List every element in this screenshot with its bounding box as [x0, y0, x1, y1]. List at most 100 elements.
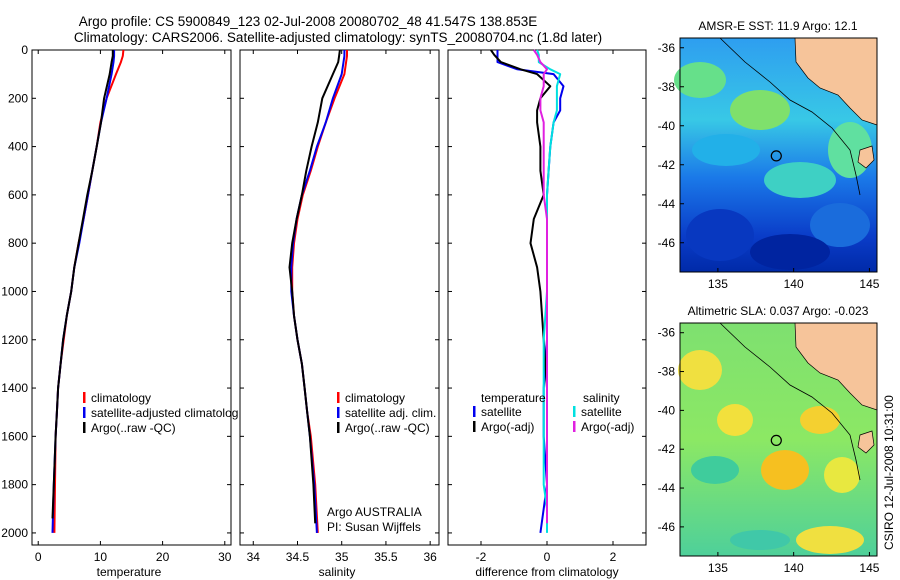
map-x-tick-label: 140 [784, 277, 804, 291]
sst-map-title: AMSR-E SST: 11.9 Argo: 12.1 [698, 19, 858, 33]
sla-argo-marker [770, 434, 782, 446]
legend-swatch-argo [83, 422, 86, 433]
legend-swatch-satellite [83, 407, 86, 418]
y-tick-label: 1800 [1, 478, 28, 492]
map-y-tick-label: -44 [658, 197, 676, 211]
sla-island [857, 430, 875, 454]
legend-label-satellite: satellite adj. clim. [345, 406, 436, 420]
header-line-1: Argo profile: CS 5900849_123 02-Jul-2008… [79, 14, 538, 29]
series-line-salinity-argo-adj [532, 49, 548, 524]
temperature-legend: climatology satellite-adjusted climatolo… [83, 391, 238, 435]
legend-label-climatology: climatology [345, 391, 405, 405]
y-tick-label: 400 [8, 140, 28, 154]
series-line-salinity-satellite [536, 49, 562, 533]
x-tick-label: 20 [156, 550, 170, 564]
x-tick-label: 30 [218, 550, 232, 564]
x-tick-label: 2 [610, 550, 617, 564]
map-y-tick-label: -40 [658, 119, 676, 133]
y-tick-label: 1200 [1, 333, 28, 347]
map-y-tick-label: -42 [658, 442, 676, 456]
temperature-marks [51, 49, 125, 533]
sla-map-frame [679, 322, 878, 557]
map-x-tick-label: 145 [859, 561, 879, 575]
legend-label-temp-satellite: satellite [481, 405, 522, 419]
legend-heading-temperature: temperature [481, 391, 546, 405]
y-tick-label: 2000 [1, 526, 28, 540]
salinity-legend: climatology satellite adj. clim. Argo(..… [337, 391, 436, 435]
y-tick-label: 200 [8, 91, 28, 105]
y-tick-label: 1400 [1, 381, 28, 395]
sla-map-panel: Altimetric SLA: 0.037 Argo: -0.023 135 14… [658, 304, 880, 575]
y-tick-label: 600 [8, 188, 28, 202]
map-x-tick-label: 145 [859, 277, 879, 291]
x-tick-label: -2 [476, 550, 487, 564]
sla-map-title: Altimetric SLA: 0.037 Argo: -0.023 [688, 304, 869, 318]
map-y-tick-label: -36 [658, 326, 676, 340]
legend-swatch-sal-satellite [573, 406, 576, 417]
legend-label-argo: Argo(..raw -QC) [91, 421, 176, 435]
series-line-argo-raw-qc [51, 50, 114, 519]
map-y-tick-label: -44 [658, 481, 676, 495]
legend-swatch-climatology [83, 392, 86, 403]
map-y-tick-label: -40 [658, 403, 676, 417]
legend-heading-salinity: salinity [583, 391, 620, 405]
difference-panel: -2 0 2 difference from climatology tempera… [447, 49, 647, 579]
legend-swatch-temp-satellite [473, 406, 476, 417]
map-y-tick-label: -42 [658, 158, 676, 172]
map-y-tick-label: -36 [658, 41, 676, 55]
salinity-panel: 34 34.5 35 35.5 36 salinity climatology sate… [239, 49, 440, 579]
x-tick-label: 34 [247, 550, 261, 564]
sst-map-ticks: 135 140 145 -36 -38 -40 -42 -44 -46 [658, 41, 880, 291]
depth-y-ticks: 0 200 400 600 800 1000 1200 1400 1600 1800 2000 [1, 43, 231, 540]
y-tick-label: 1000 [1, 284, 28, 298]
x-tick-label: 35 [335, 550, 349, 564]
temperature-axes-frame [31, 49, 232, 546]
salinity-x-ticks: 34 34.5 35 35.5 36 [240, 49, 439, 564]
legend-swatch-argo [337, 422, 340, 433]
sla-map-ticks: 135 140 145 -36 -38 -40 -42 -44 -46 [658, 326, 880, 575]
difference-legend: temperature satellite Argo(-adj) salinit… [473, 391, 634, 434]
sst-map-frame [679, 37, 878, 273]
salinity-axes-frame [239, 49, 440, 546]
map-y-tick-label: -38 [658, 365, 676, 379]
legend-label-temp-argo: Argo(-adj) [481, 420, 534, 434]
sst-argo-marker [770, 150, 782, 162]
y-tick-label: 800 [8, 236, 28, 250]
x-tick-label: 0 [544, 550, 551, 564]
salinity-marks [288, 49, 348, 533]
difference-x-label: difference from climatology [475, 565, 618, 579]
legend-label-satellite: satellite-adjusted climatolog [91, 406, 238, 420]
legend-label-sal-satellite: satellite [581, 405, 622, 419]
legend-label-climatology: climatology [91, 391, 151, 405]
difference-x-ticks: -2 0 2 [448, 49, 646, 564]
x-tick-label: 34.5 [286, 550, 310, 564]
legend-swatch-satellite [337, 407, 340, 418]
argo-annotation-line-1: Argo AUSTRALIA [327, 505, 422, 519]
sla-patches [678, 350, 864, 554]
series-line-temperature-argo-adj [490, 49, 552, 519]
sst-shelf-contour [719, 37, 861, 196]
legend-label-sal-argo: Argo(-adj) [581, 420, 634, 434]
temperature-panel: 0 10 20 30 0 200 400 600 800 1000 1200 1400 1600 180… [1, 43, 238, 579]
map-x-tick-label: 135 [708, 277, 728, 291]
legend-swatch-sal-argo [573, 421, 576, 432]
legend-label-argo: Argo(..raw -QC) [345, 421, 430, 435]
header-line-2: Climatology: CARS2006. Satellite-adjuste… [74, 30, 602, 45]
map-y-tick-label: -38 [658, 80, 676, 94]
x-tick-label: 35.5 [374, 550, 398, 564]
y-tick-label: 0 [21, 43, 28, 57]
legend-swatch-climatology [337, 392, 340, 403]
x-tick-label: 10 [94, 550, 108, 564]
temperature-x-label: temperature [97, 565, 162, 579]
y-tick-label: 1600 [1, 429, 28, 443]
series-line-argo-raw-qc [288, 49, 341, 524]
sla-shelf-contour [719, 322, 861, 481]
salinity-x-label: salinity [319, 565, 356, 579]
map-y-tick-label: -46 [658, 236, 676, 250]
map-y-tick-label: -46 [658, 520, 676, 534]
map-x-tick-label: 140 [784, 561, 804, 575]
map-x-tick-label: 135 [708, 561, 728, 575]
x-tick-label: 0 [35, 550, 42, 564]
argo-annotation-line-2: PI: Susan Wijffels [327, 520, 421, 534]
